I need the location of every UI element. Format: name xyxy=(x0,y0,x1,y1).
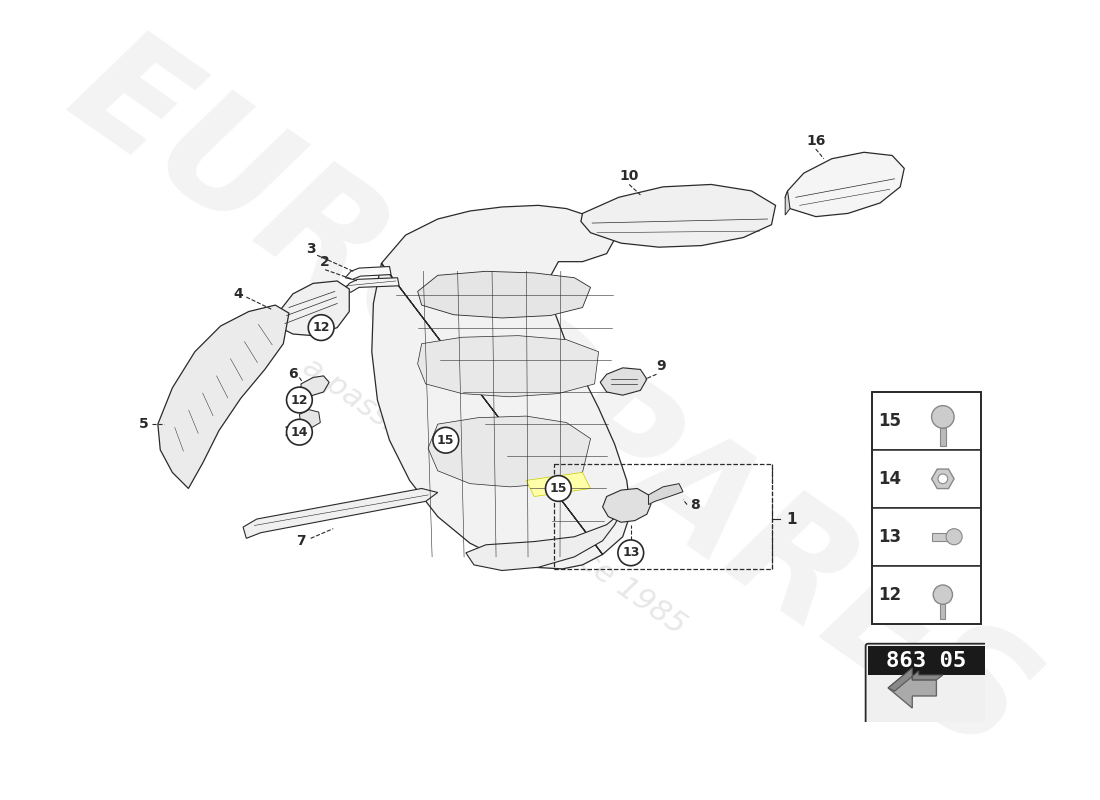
Polygon shape xyxy=(243,489,438,538)
Polygon shape xyxy=(785,191,790,215)
Text: 6: 6 xyxy=(288,367,298,382)
Polygon shape xyxy=(273,281,350,336)
Polygon shape xyxy=(466,513,622,570)
Polygon shape xyxy=(428,416,591,487)
Polygon shape xyxy=(343,278,399,292)
Text: 13: 13 xyxy=(878,528,901,546)
Circle shape xyxy=(932,406,954,428)
Polygon shape xyxy=(418,271,591,318)
Polygon shape xyxy=(526,472,591,497)
Bar xyxy=(872,450,980,508)
Bar xyxy=(868,646,985,675)
Polygon shape xyxy=(157,305,289,489)
Text: 9: 9 xyxy=(657,359,667,374)
Polygon shape xyxy=(932,469,954,489)
Text: 2: 2 xyxy=(320,254,330,269)
Polygon shape xyxy=(581,185,776,247)
Circle shape xyxy=(308,314,334,341)
Text: 11: 11 xyxy=(283,425,302,439)
Polygon shape xyxy=(299,410,320,428)
Text: 12: 12 xyxy=(878,586,901,604)
Bar xyxy=(872,392,980,450)
FancyBboxPatch shape xyxy=(866,644,987,741)
Circle shape xyxy=(433,427,459,453)
Circle shape xyxy=(933,585,953,604)
Polygon shape xyxy=(888,668,943,691)
Text: EUROSPARES: EUROSPARES xyxy=(43,14,1057,786)
Text: 13: 13 xyxy=(623,546,639,559)
Circle shape xyxy=(938,474,948,484)
Text: 1: 1 xyxy=(786,511,796,526)
Circle shape xyxy=(286,419,312,445)
Text: 14: 14 xyxy=(878,470,901,488)
Bar xyxy=(872,508,980,566)
Bar xyxy=(554,464,771,569)
Text: 3: 3 xyxy=(306,242,316,256)
Circle shape xyxy=(618,540,644,566)
Text: 16: 16 xyxy=(806,134,825,148)
Polygon shape xyxy=(888,668,936,708)
Circle shape xyxy=(546,476,571,502)
Text: 4: 4 xyxy=(233,287,243,301)
Polygon shape xyxy=(345,266,392,279)
Polygon shape xyxy=(601,368,647,395)
Text: 7: 7 xyxy=(296,534,306,548)
Text: 12: 12 xyxy=(290,394,308,406)
Text: 863 05: 863 05 xyxy=(887,650,967,670)
Bar xyxy=(939,428,946,446)
Bar xyxy=(872,392,980,623)
Polygon shape xyxy=(418,336,598,397)
Polygon shape xyxy=(372,206,630,569)
Bar xyxy=(940,604,945,618)
Text: 14: 14 xyxy=(290,426,308,438)
Text: 15: 15 xyxy=(437,434,454,446)
Polygon shape xyxy=(301,376,329,396)
Bar xyxy=(932,533,954,541)
Text: 15: 15 xyxy=(878,412,901,430)
Text: 12: 12 xyxy=(312,321,330,334)
Circle shape xyxy=(286,387,312,413)
Text: a passion for parts since 1985: a passion for parts since 1985 xyxy=(297,353,691,641)
Text: 8: 8 xyxy=(690,498,700,511)
Polygon shape xyxy=(785,152,904,217)
Bar xyxy=(872,566,980,623)
Polygon shape xyxy=(603,489,651,522)
Text: 5: 5 xyxy=(140,417,148,431)
Text: 10: 10 xyxy=(619,170,639,183)
Text: 15: 15 xyxy=(550,482,568,495)
Polygon shape xyxy=(649,484,683,505)
Circle shape xyxy=(946,529,962,545)
